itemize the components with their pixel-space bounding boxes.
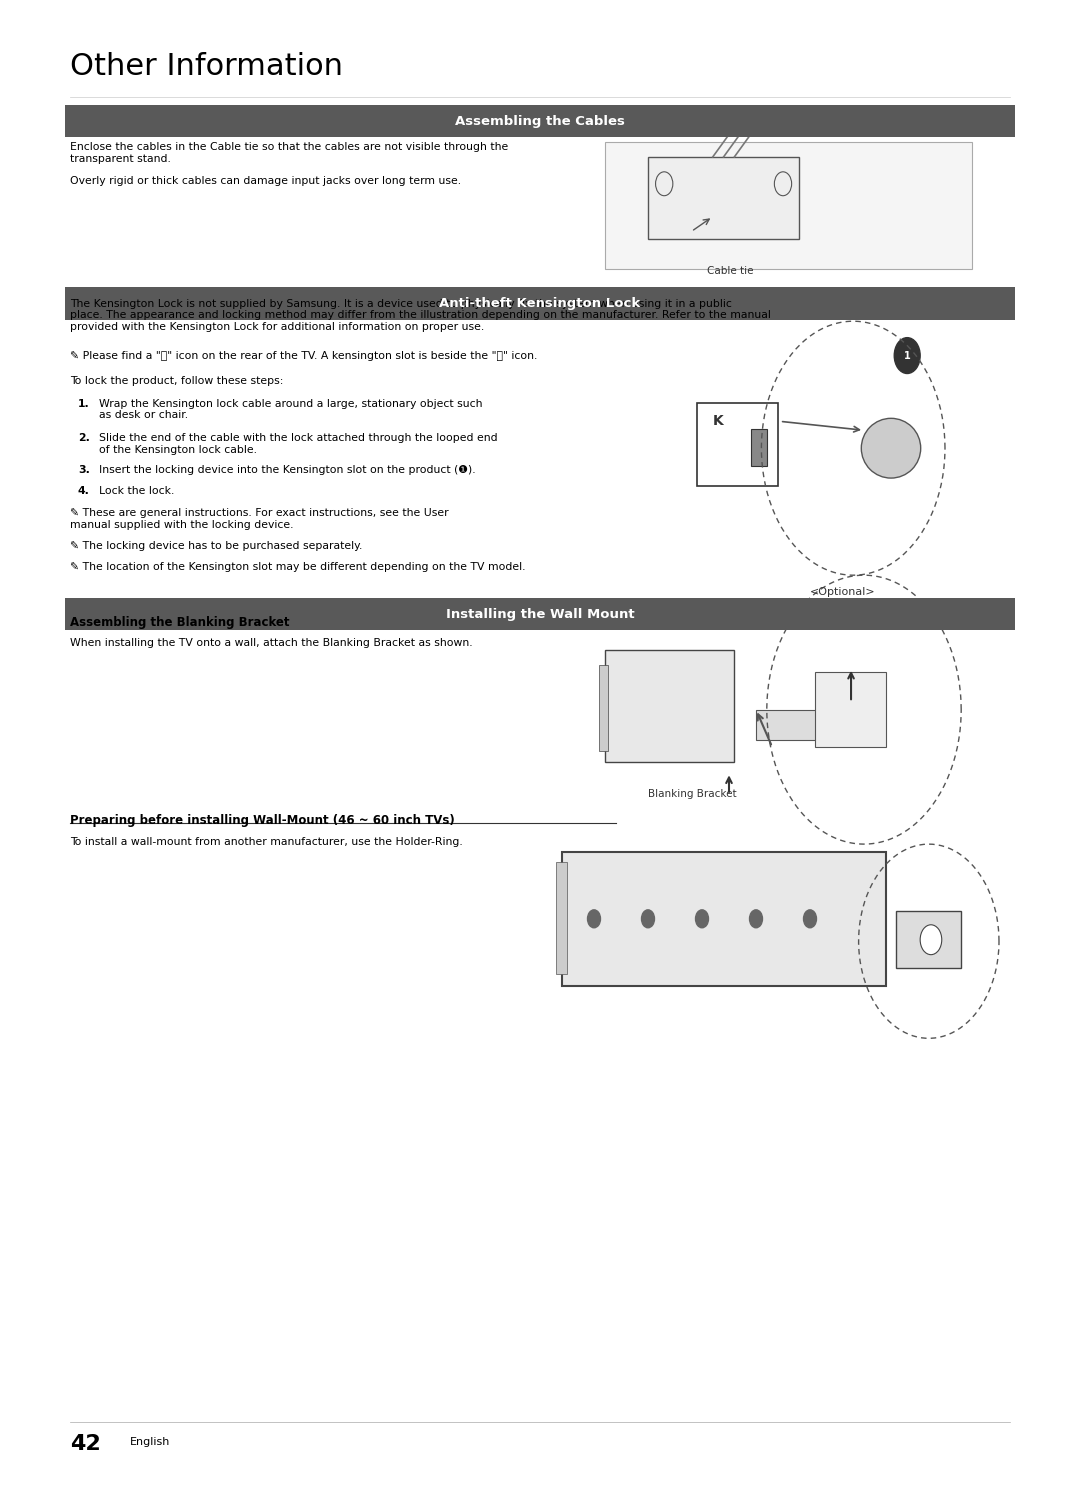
Text: When installing the TV onto a wall, attach the Blanking Bracket as shown.: When installing the TV onto a wall, atta… [70, 638, 473, 648]
Bar [756, 710, 832, 740]
FancyBboxPatch shape [65, 105, 1015, 137]
Circle shape [750, 910, 762, 928]
Text: Cable tie: Cable tie [707, 266, 754, 276]
Text: 3.: 3. [78, 465, 90, 475]
Text: Lock the lock.: Lock the lock. [99, 486, 175, 496]
Text: Enclose the cables in the Cable tie so that the cables are not visible through t: Enclose the cables in the Cable tie so t… [70, 142, 509, 163]
Bar [896, 911, 961, 968]
Bar [751, 429, 767, 466]
Bar [815, 672, 886, 747]
Text: 4.: 4. [78, 486, 90, 496]
Text: English: English [130, 1437, 170, 1448]
Bar [648, 157, 799, 239]
Text: Blanking Bracket: Blanking Bracket [648, 789, 737, 799]
Circle shape [642, 910, 654, 928]
FancyBboxPatch shape [65, 598, 1015, 630]
Text: ✎ The locking device has to be purchased separately.: ✎ The locking device has to be purchased… [70, 541, 363, 551]
Bar [599, 665, 608, 751]
Text: <Optional>: <Optional> [810, 587, 875, 598]
Text: Preparing before installing Wall-Mount (46 ~ 60 inch TVs): Preparing before installing Wall-Mount (… [70, 814, 455, 828]
Text: To install a wall-mount from another manufacturer, use the Holder-Ring.: To install a wall-mount from another man… [70, 837, 463, 847]
Text: 42: 42 [70, 1434, 100, 1454]
Text: ✎ These are general instructions. For exact instructions, see the User
manual su: ✎ These are general instructions. For ex… [70, 508, 449, 529]
Bar [605, 142, 972, 269]
Bar [562, 852, 886, 986]
Text: 1: 1 [904, 351, 910, 360]
Text: Overly rigid or thick cables can damage input jacks over long term use.: Overly rigid or thick cables can damage … [70, 176, 461, 187]
Text: Wrap the Kensington lock cable around a large, stationary object such
as desk or: Wrap the Kensington lock cable around a … [99, 399, 483, 420]
Text: The Kensington Lock is not supplied by Samsung. It is a device used to physicall: The Kensington Lock is not supplied by S… [70, 299, 771, 332]
Text: Anti-theft Kensington Lock: Anti-theft Kensington Lock [440, 297, 640, 309]
Text: 2.: 2. [78, 433, 90, 444]
Text: K: K [713, 414, 724, 427]
Text: Assembling the Cables: Assembling the Cables [455, 115, 625, 127]
Text: Assembling the Blanking Bracket: Assembling the Blanking Bracket [70, 616, 289, 629]
Circle shape [920, 925, 942, 955]
Bar [605, 650, 734, 762]
Text: Installing the Wall Mount: Installing the Wall Mount [446, 608, 634, 620]
Circle shape [696, 910, 708, 928]
Circle shape [804, 910, 816, 928]
Text: ✎ Please find a "ⓚ" icon on the rear of the TV. A kensington slot is beside the : ✎ Please find a "ⓚ" icon on the rear of … [70, 351, 538, 362]
Text: Other Information: Other Information [70, 52, 343, 81]
Text: ✎ The location of the Kensington slot may be different depending on the TV model: ✎ The location of the Kensington slot ma… [70, 562, 526, 572]
Circle shape [588, 910, 600, 928]
FancyBboxPatch shape [65, 287, 1015, 320]
Text: Insert the locking device into the Kensington slot on the product (❶).: Insert the locking device into the Kensi… [99, 465, 476, 475]
Text: 1.: 1. [78, 399, 90, 409]
Ellipse shape [862, 418, 920, 478]
Text: Slide the end of the cable with the lock attached through the looped end
of the : Slide the end of the cable with the lock… [99, 433, 498, 454]
Circle shape [894, 338, 920, 374]
Text: To lock the product, follow these steps:: To lock the product, follow these steps: [70, 376, 284, 387]
Bar [697, 403, 778, 486]
Bar [556, 862, 567, 974]
